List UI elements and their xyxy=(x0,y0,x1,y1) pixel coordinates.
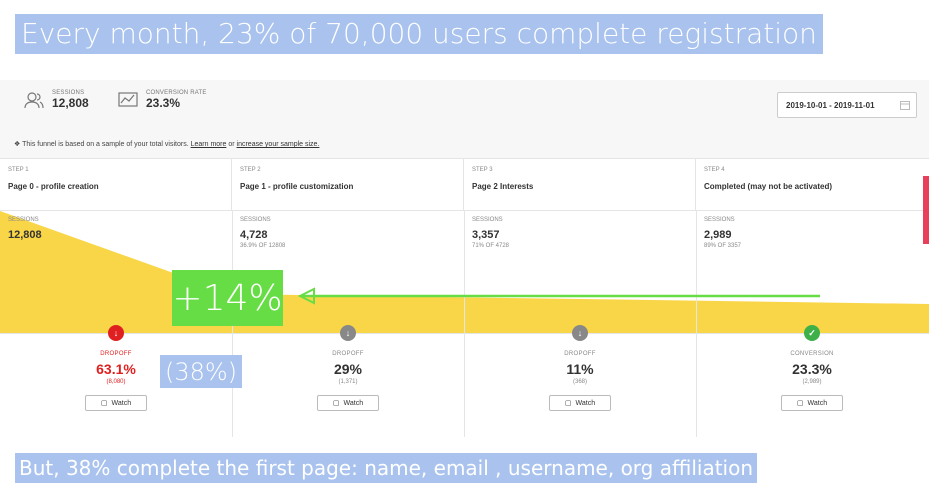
step-4-number: STEP 4 xyxy=(704,167,725,173)
date-range-picker[interactable]: 2019-10-01 - 2019-11-01 xyxy=(777,92,917,118)
step-4-header: STEP 4 Completed (may not be activated) xyxy=(696,159,929,211)
footer-banner: But, 38% complete the first page: name, … xyxy=(15,453,758,483)
step-1-dropoff: ↓ DROPOFF 63.1% (8,080) ▢ Watch xyxy=(16,325,216,411)
step-1-dropoff-percent: 63.1% xyxy=(96,361,136,377)
step-2-sessions: SESSIONS 4,728 36.9% OF 12808 xyxy=(240,217,285,249)
increase-sample-link[interactable]: increase your sample size. xyxy=(236,141,320,148)
column-divider xyxy=(464,211,465,437)
step-2-dropoff-count: (1,371) xyxy=(338,379,358,385)
step-2-sessions-value: 4,728 xyxy=(240,229,268,241)
row-divider xyxy=(0,333,929,334)
step-4-sessions-value: 2,989 xyxy=(704,229,732,241)
video-icon: ▢ xyxy=(100,400,108,407)
stats-bar: SESSIONS 12,808 CONVERSION RATE 23.3% 20… xyxy=(0,80,929,130)
step-3-number: STEP 3 xyxy=(472,167,493,173)
step-3-sessions-value: 3,357 xyxy=(472,229,500,241)
step-3-header: STEP 3 Page 2 Interests xyxy=(464,159,696,211)
percent-overlay: (38%) xyxy=(160,355,242,388)
step-3-name: Page 2 Interests xyxy=(472,182,534,191)
video-icon: ▢ xyxy=(332,400,340,407)
users-icon xyxy=(24,92,44,109)
step-2-dropoff: ↓ DROPOFF 29% (1,371) ▢ Watch xyxy=(248,325,448,411)
sample-notice: ❖ This funnel is based on a sample of yo… xyxy=(0,130,929,158)
step-3-dropoff-percent: 11% xyxy=(566,361,594,377)
step-1-dropoff-count: (8,080) xyxy=(106,379,126,385)
notice-or: or xyxy=(228,141,235,148)
chart-icon xyxy=(118,92,138,107)
date-range-value: 2019-10-01 - 2019-11-01 xyxy=(786,100,875,110)
step-2-header: STEP 2 Page 1 - profile customization xyxy=(232,159,464,211)
sessions-stat-value: 12,808 xyxy=(52,96,89,110)
step-4-sessions-sub: 89% OF 3357 xyxy=(704,243,742,249)
calendar-icon xyxy=(900,101,910,110)
step-3-dropoff-count: (368) xyxy=(572,379,587,385)
step-4-conversion: ✓ CONVERSION 23.3% (2,989) ▢ Watch xyxy=(712,325,912,411)
step-4-watch-button[interactable]: ▢ Watch xyxy=(781,395,843,411)
dropoff-arrow-icon: ↓ xyxy=(108,325,124,341)
step-1-sessions-value: 12,808 xyxy=(8,229,42,241)
conversion-stat-label: CONVERSION RATE xyxy=(146,90,207,96)
headline-banner: Every month, 23% of 70,000 users complet… xyxy=(15,14,823,54)
step-1-watch-button[interactable]: ▢ Watch xyxy=(85,395,147,411)
sessions-stat: SESSIONS 12,808 xyxy=(24,90,89,110)
learn-more-link[interactable]: Learn more xyxy=(190,141,227,148)
step-3-dropoff-label: DROPOFF xyxy=(564,351,596,357)
step-3-sessions-sub: 71% OF 4728 xyxy=(472,243,510,249)
step-4-sessions-label: SESSIONS xyxy=(704,217,735,223)
green-arrow xyxy=(297,287,820,305)
scroll-indicator[interactable] xyxy=(923,176,929,244)
step-4-conversion-label: CONVERSION xyxy=(790,351,834,357)
step-1-name: Page 0 - profile creation xyxy=(8,182,99,191)
step-2-watch-button[interactable]: ▢ Watch xyxy=(317,395,379,411)
step-4-sessions: SESSIONS 2,989 89% OF 3357 xyxy=(704,217,741,249)
conversion-stat: CONVERSION RATE 23.3% xyxy=(118,90,207,110)
step-2-dropoff-percent: 29% xyxy=(333,361,363,377)
check-icon: ✓ xyxy=(804,325,820,341)
sessions-stat-label: SESSIONS xyxy=(52,90,85,96)
video-icon: ▢ xyxy=(564,400,572,407)
step-1-sessions-label: SESSIONS xyxy=(8,217,39,223)
step-4-conversion-count: (2,989) xyxy=(802,379,822,385)
step-2-sessions-sub: 36.9% OF 12808 xyxy=(240,243,286,249)
step-3-dropoff: ↓ DROPOFF 11% (368) ▢ Watch xyxy=(480,325,680,411)
step-2-dropoff-label: DROPOFF xyxy=(332,351,364,357)
step-1-dropoff-label: DROPOFF xyxy=(100,351,132,357)
step-3-watch-button[interactable]: ▢ Watch xyxy=(549,395,611,411)
step-2-number: STEP 2 xyxy=(240,167,261,173)
increase-overlay: +14% xyxy=(172,270,283,326)
dropoff-arrow-icon: ↓ xyxy=(572,325,588,341)
video-icon: ▢ xyxy=(796,400,804,407)
step-2-name: Page 1 - profile customization xyxy=(240,182,354,191)
column-divider xyxy=(696,211,697,437)
step-3-sessions: SESSIONS 3,357 71% OF 4728 xyxy=(472,217,509,249)
step-2-sessions-label: SESSIONS xyxy=(240,217,271,223)
notice-text: This funnel is based on a sample of your… xyxy=(22,141,189,148)
conversion-stat-value: 23.3% xyxy=(146,96,181,110)
step-1-sessions: SESSIONS 12,808 xyxy=(8,217,42,241)
step-1-number: STEP 1 xyxy=(8,167,29,173)
step-3-sessions-label: SESSIONS xyxy=(472,217,503,223)
step-4-conversion-percent: 23.3% xyxy=(792,361,832,377)
arrow-head xyxy=(297,287,315,305)
step-4-name: Completed (may not be activated) xyxy=(704,182,833,191)
dropoff-arrow-icon: ↓ xyxy=(340,325,356,341)
step-1-header: STEP 1 Page 0 - profile creation xyxy=(0,159,232,211)
info-icon: ❖ xyxy=(14,141,21,148)
